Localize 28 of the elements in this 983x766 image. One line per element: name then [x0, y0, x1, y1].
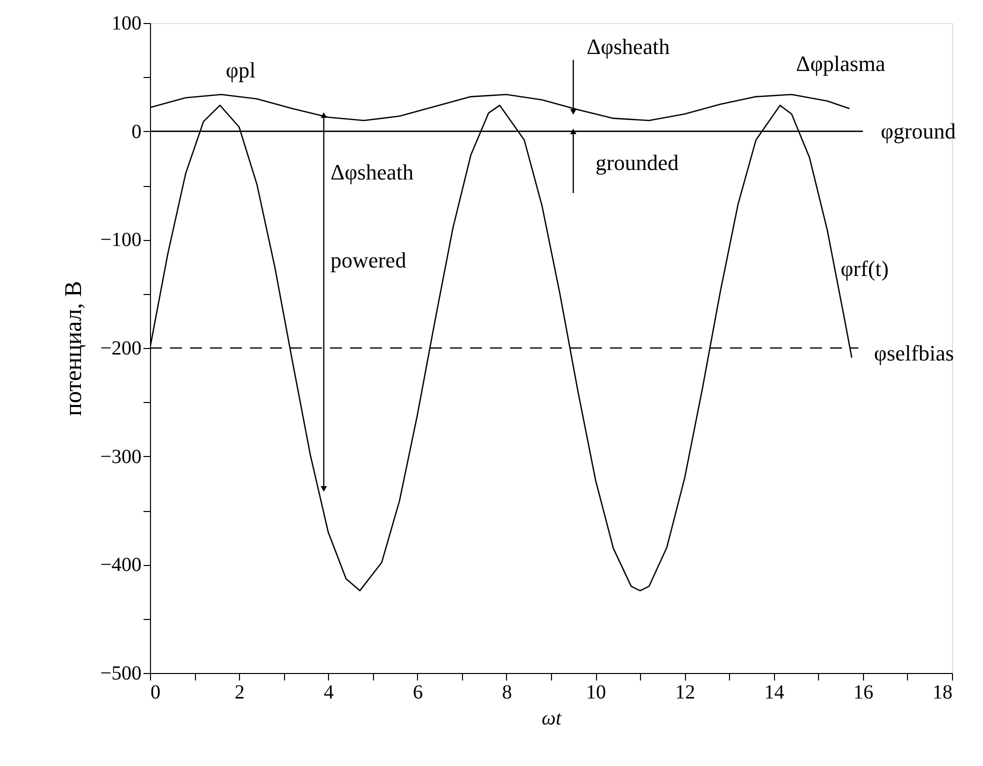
y-tick-label: −100	[100, 229, 142, 252]
x-tick-label: 6	[412, 682, 423, 704]
y-tick-label: −200	[100, 338, 142, 360]
x-tick-label: 16	[853, 682, 874, 704]
annotation: φselfbias	[874, 340, 954, 366]
y-tick-label: 0	[132, 120, 142, 143]
y-tick-label: −400	[100, 554, 142, 576]
y-tick-label: −500	[100, 662, 142, 684]
x-tick-label: 2	[234, 682, 245, 704]
y-tick-label: 100	[112, 12, 142, 34]
y-tick-label: −300	[100, 446, 142, 468]
annotation: φrf(t)	[840, 256, 889, 281]
annotation: grounded	[596, 150, 679, 175]
x-tick-label: 18	[932, 682, 952, 704]
annotation: Δφsheath	[330, 160, 414, 184]
x-tick-label: 10	[586, 682, 606, 704]
x-tick-label: 4	[324, 682, 334, 704]
annotation: Δφsheath	[586, 34, 670, 59]
x-tick-label: 0	[150, 682, 160, 704]
annotation: powered	[330, 247, 406, 272]
x-tick-label: 8	[502, 682, 512, 704]
x-tick-label: 14	[764, 682, 784, 704]
annotation: φground	[880, 118, 956, 144]
y-axis-title: потенциал, В	[61, 280, 88, 416]
x-tick-label: 12	[675, 682, 696, 704]
annotation: Δφplasma	[796, 51, 886, 76]
annotation: φpl	[226, 58, 256, 83]
x-axis-title: ωt	[542, 708, 562, 730]
